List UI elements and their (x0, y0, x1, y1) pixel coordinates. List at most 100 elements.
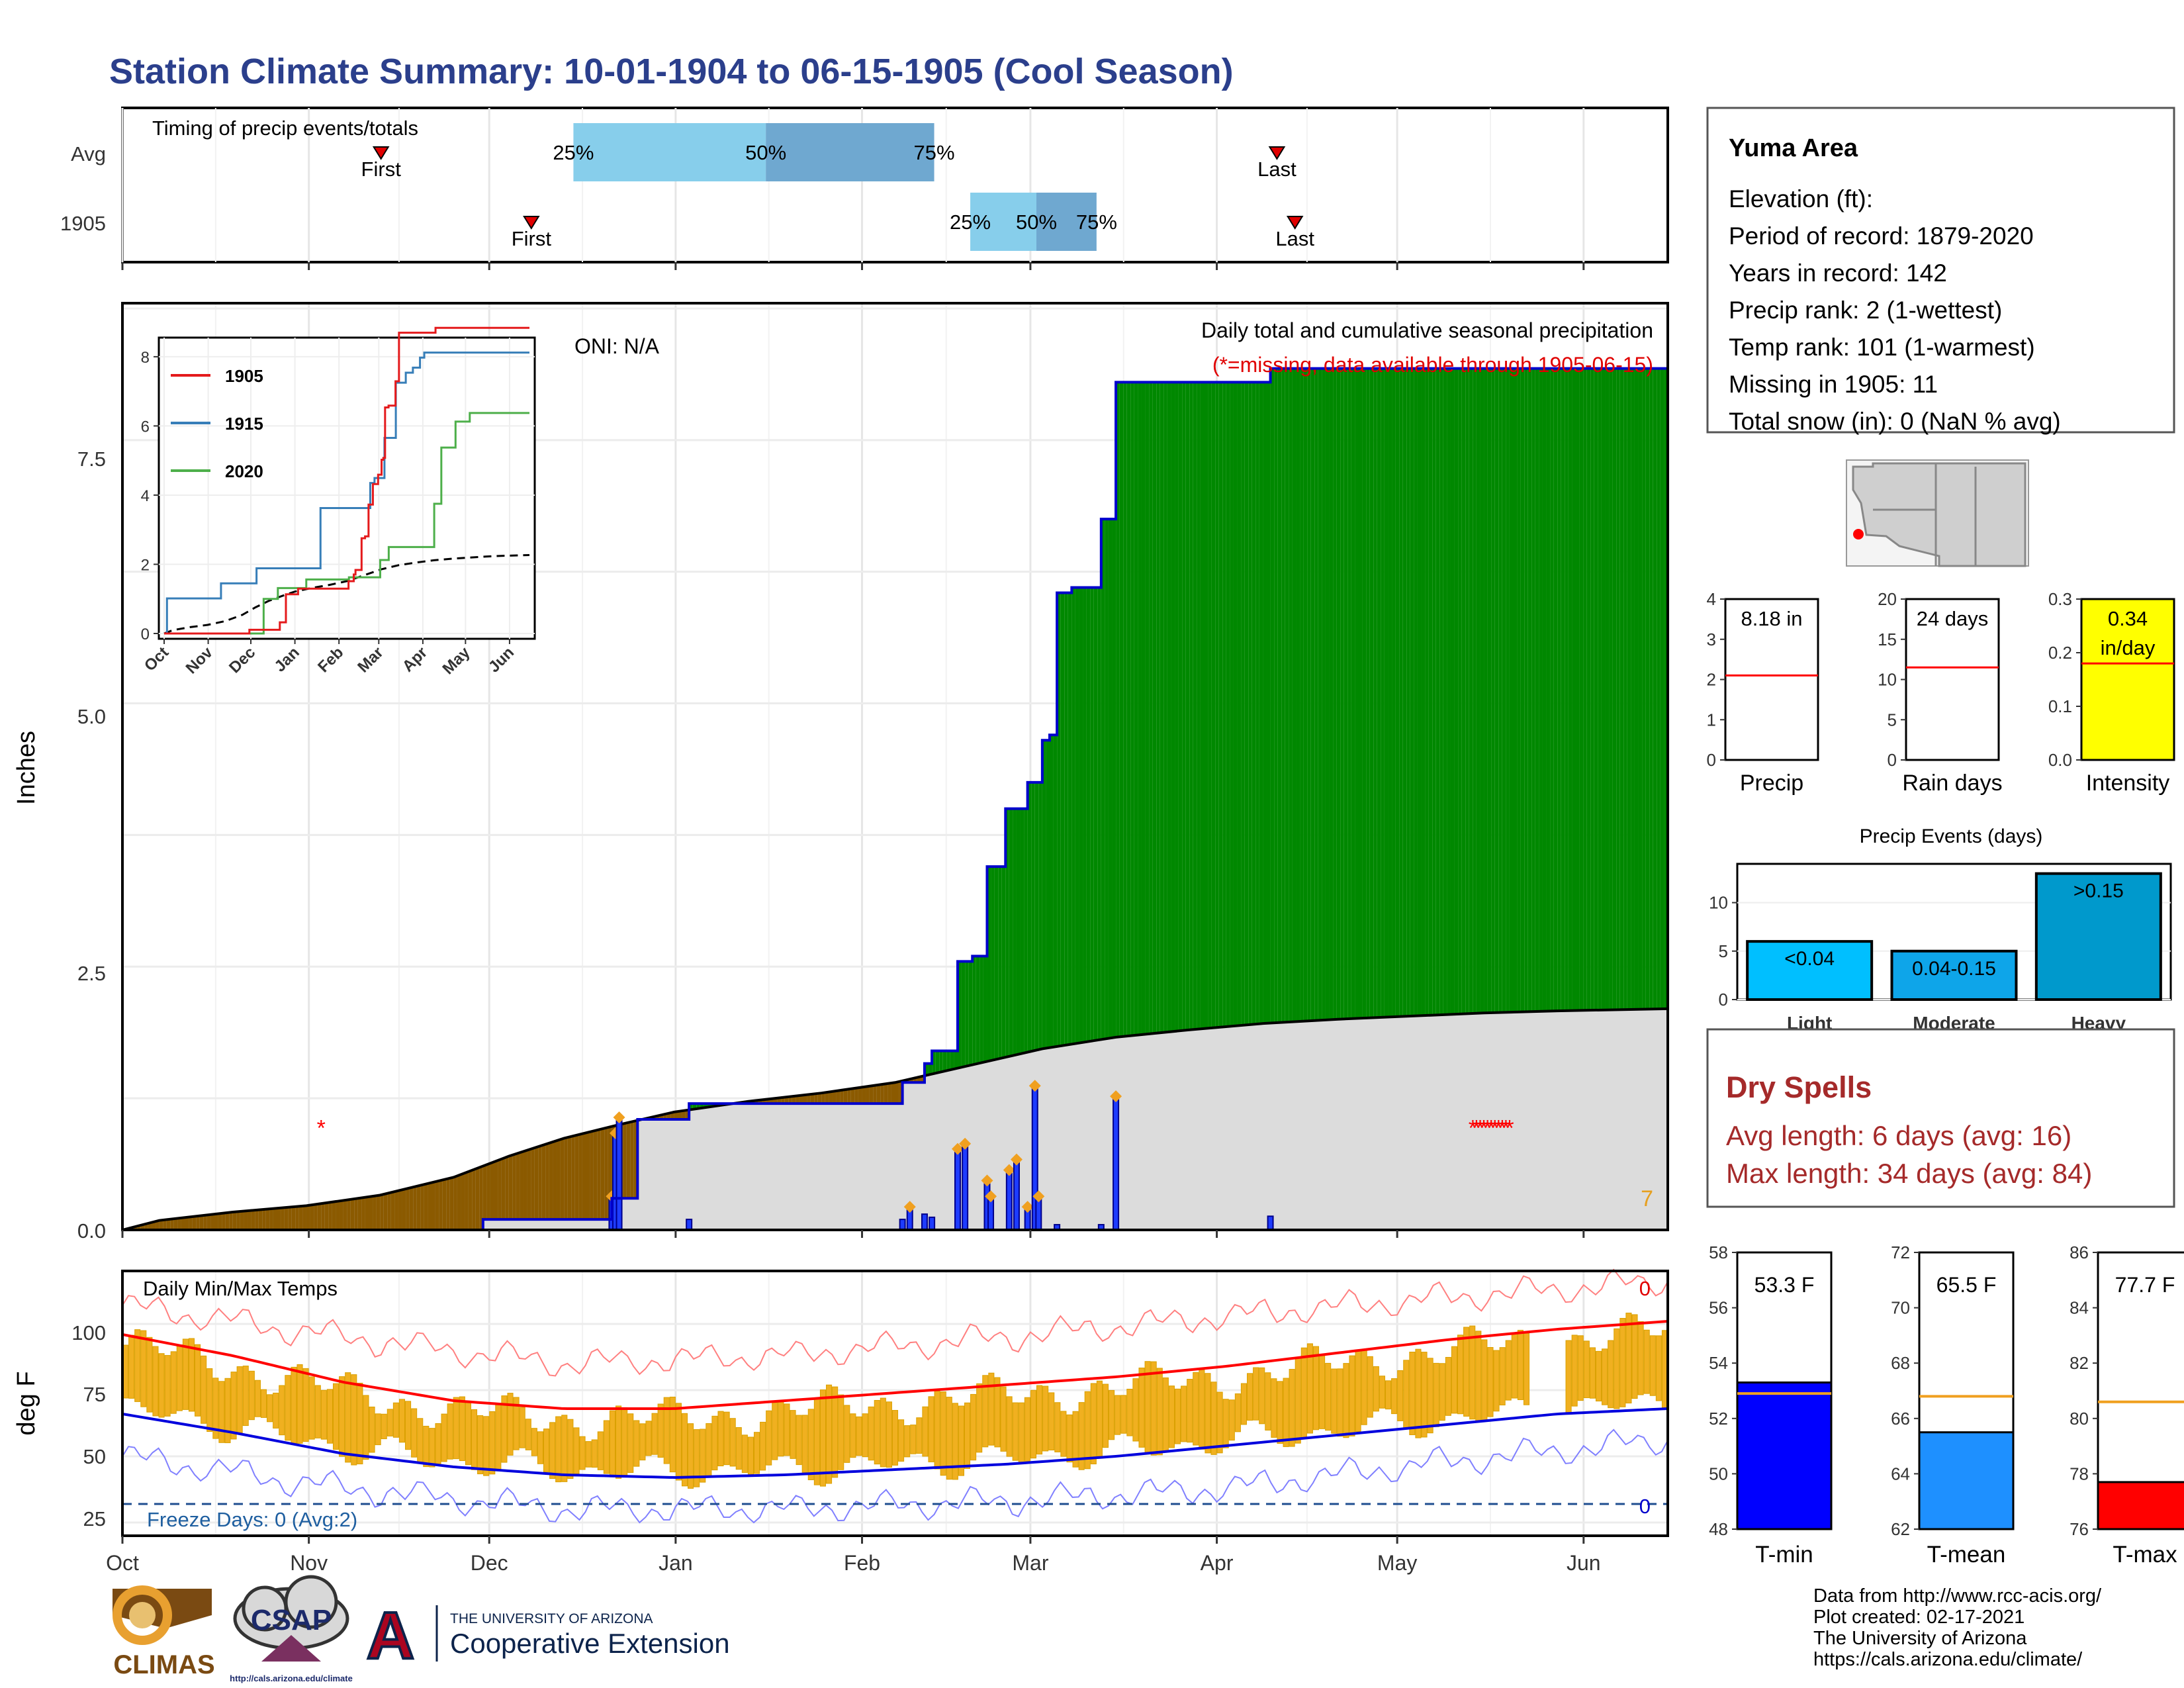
stat-ytick-label: 0.0 (2048, 750, 2072, 770)
surplus-segment (1557, 368, 1561, 1011)
daily-temp-bar (429, 1428, 435, 1468)
daily-temp-bar (753, 1432, 760, 1474)
temp-stat-ytick-label: 70 (1891, 1298, 1910, 1318)
daily-temp-bar (1631, 1314, 1638, 1399)
surplus-segment (1366, 368, 1370, 1018)
daily-temp-bar (700, 1429, 706, 1483)
surplus-segment (1601, 368, 1606, 1010)
month-label-jan: Jan (659, 1551, 693, 1575)
deficit-segment (295, 1206, 299, 1230)
daily-temp-bar (904, 1425, 911, 1458)
daily-temp-bar (729, 1418, 736, 1467)
surplus-segment (1200, 382, 1205, 1029)
surplus-segment (1083, 587, 1087, 1043)
daily-temp-bar (705, 1423, 712, 1477)
daily-temp-bar (1156, 1368, 1163, 1456)
surplus-segment (1001, 867, 1006, 1058)
surplus-segment (1274, 368, 1278, 1023)
surplus-segment (1509, 368, 1514, 1013)
precip-events-panel: Precip Events (days) 0510<0.04Light0.04-… (1709, 825, 2172, 1033)
events-plot: 0510<0.04Light0.04-0.15Moderate>0.15Heav… (1709, 863, 2172, 1033)
deficit-segment (597, 1129, 601, 1220)
stat-value-precip: 8.18 in (1741, 607, 1802, 630)
missing-note: (*=missing, data available through 1905-… (1212, 353, 1653, 377)
daily-temp-bar (405, 1401, 412, 1450)
surplus-segment (1248, 382, 1252, 1025)
stat-label-rain-days: Rain days (1902, 771, 2002, 796)
daily-temp-bar (651, 1413, 658, 1455)
surplus-segment (1494, 368, 1499, 1013)
deficit-segment (347, 1199, 351, 1230)
daily-temp-bar (549, 1422, 556, 1479)
surplus-segment (1347, 368, 1351, 1019)
stat-bar-precip (1724, 598, 1819, 761)
daily-temp-bar (1637, 1321, 1644, 1395)
deficit-segment (159, 1220, 163, 1230)
daily-temp-bar (387, 1409, 393, 1436)
temp-axis-ticks (121, 1536, 1585, 1544)
daily-temp-bar (976, 1383, 983, 1453)
dry-spells-avg: Avg length: 6 days (avg: 16) (1726, 1120, 2071, 1151)
deficit-segment (590, 1131, 594, 1220)
deficit-segment (884, 1083, 888, 1104)
deficit-segment (258, 1209, 263, 1230)
daily-temp-bar (597, 1431, 604, 1470)
surplus-segment (1009, 808, 1013, 1056)
deficit-segment (321, 1203, 325, 1230)
deficit-segment (788, 1096, 792, 1104)
timing-band-25-50 (970, 193, 1037, 251)
page-title: Station Climate Summary: 10-01-1904 to 0… (109, 52, 1234, 91)
station-line-1: Period of record: 1879-2020 (1729, 222, 2034, 250)
daily-temp-bar (1126, 1388, 1133, 1436)
daily-temp-bar (381, 1413, 387, 1440)
surplus-segment (1609, 368, 1613, 1010)
daily-temp-bar (603, 1420, 610, 1474)
events-bar-heavy (2034, 872, 2162, 1001)
surplus-segment (1152, 382, 1157, 1034)
daily-precip-bar (987, 1197, 995, 1231)
daily-temp-bar (375, 1413, 381, 1446)
deficit-segment (582, 1133, 586, 1220)
surplus-segment (1480, 368, 1484, 1013)
daily-temp-bar (717, 1411, 724, 1467)
surplus-segment (1653, 368, 1657, 1009)
daily-temp-bar (254, 1380, 261, 1417)
events-bar-value-heavy: >0.15 (2073, 880, 2124, 902)
surplus-segment (1333, 368, 1337, 1020)
missing-day-marker: * (1483, 1116, 1492, 1141)
daily-temp-bar (1253, 1367, 1259, 1421)
surplus-segment (1064, 592, 1068, 1046)
csap-logo: CSAP http://cals.arizona.edu/climate (230, 1575, 353, 1683)
deficit-segment (350, 1199, 355, 1230)
deficit-segment (817, 1093, 822, 1104)
temp-stat-ytick-label: 78 (2070, 1464, 2089, 1483)
cumulative-1905-line (122, 367, 1668, 1231)
footer-line-3: https://cals.arizona.edu/climate/ (1813, 1649, 2083, 1670)
daily-precip-bar (929, 1216, 936, 1231)
daily-temp-bar (760, 1421, 766, 1471)
daily-temp-bar (1493, 1350, 1500, 1412)
month-label-jun: Jun (1567, 1551, 1601, 1575)
daily-temp-bar (1391, 1378, 1398, 1415)
deficit-segment (453, 1176, 457, 1230)
deficit-segment (891, 1082, 895, 1104)
daily-temp-bar (296, 1364, 303, 1444)
surplus-segment (1498, 368, 1502, 1013)
daily-temp-bar (164, 1355, 171, 1417)
daily-temp-bar (741, 1434, 748, 1474)
daily-temp-bar (621, 1407, 628, 1477)
daily-temp-bar (1649, 1335, 1656, 1396)
footer-line-2: The University of Arizona (1813, 1628, 2027, 1649)
daily-temp-bar (663, 1397, 670, 1464)
surplus-segment (1428, 368, 1433, 1015)
surplus-segment (1634, 368, 1639, 1009)
precip-ylabel: Inches (13, 731, 40, 805)
daily-temp-bar (1265, 1372, 1271, 1431)
deficit-segment (501, 1157, 506, 1220)
surplus-segment (994, 867, 999, 1060)
daily-temp-bar (1625, 1313, 1632, 1404)
surplus-segment (1458, 368, 1462, 1014)
events-title: Precip Events (days) (1860, 825, 2043, 847)
daily-temp-bar (856, 1416, 862, 1456)
footer-credits: Data from http://www.rcc-acis.org/ Plot … (1813, 1585, 2102, 1670)
